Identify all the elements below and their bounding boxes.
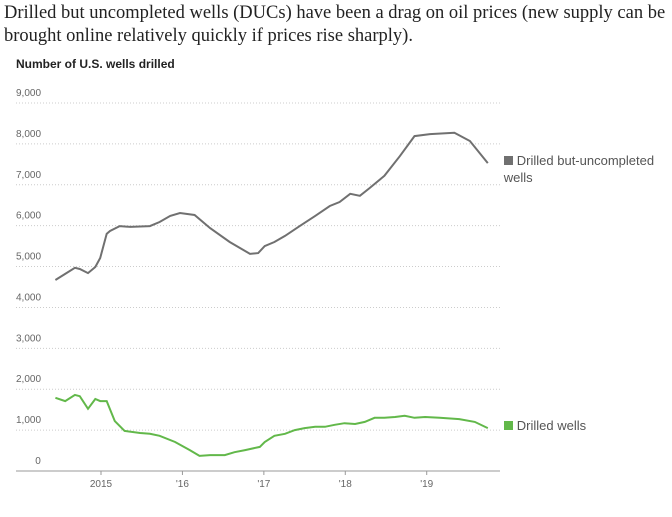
legend-swatch <box>503 421 513 431</box>
x-tick-label: 2015 <box>90 479 113 490</box>
y-tick-label: 4,000 <box>16 292 41 303</box>
x-tick-label: '16 <box>176 479 189 490</box>
legend-item: Drilled but-uncompleted wells <box>503 152 656 186</box>
y-tick-label: 5,000 <box>16 252 41 263</box>
y-tick-label: 9,000 <box>16 88 41 99</box>
legend-label: Drilled but-uncompleted wells <box>503 153 655 186</box>
y-tick-label: 7,000 <box>16 170 41 181</box>
y-tick-label: 3,000 <box>16 333 41 344</box>
legend-label: Drilled wells <box>516 418 587 434</box>
legend-item: Drilled wells <box>503 417 656 434</box>
x-tick-label: '19 <box>420 479 433 490</box>
y-tick-label: 2,000 <box>16 374 41 385</box>
line <box>55 393 489 457</box>
x-tick-label: '17 <box>257 479 270 490</box>
chart-title: Drilled but uncompleted wells (DUCs) hav… <box>4 3 666 46</box>
chart-subtitle: Number of U.S. wells drilled <box>16 57 175 71</box>
line <box>54 131 489 281</box>
x-tick-label: '18 <box>339 479 352 490</box>
y-tick-label: 1,000 <box>16 415 41 426</box>
y-tick-label: 6,000 <box>16 211 41 222</box>
legend-swatch <box>503 156 513 166</box>
y-tick-label: 0 <box>35 456 41 467</box>
y-tick-label: 8,000 <box>16 129 41 140</box>
